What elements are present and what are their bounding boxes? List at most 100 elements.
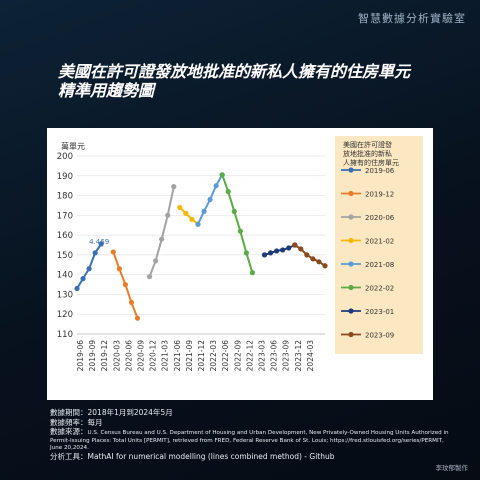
series-line-2020-06 — [148, 186, 175, 277]
y-tick-label: 200 — [57, 152, 73, 162]
x-tick-label: 2023-06 — [270, 340, 279, 372]
x-tick-labels: 2019-06 2019-09 2019-12 2020-03 2020-06 2020-… — [76, 340, 315, 372]
data-point — [213, 183, 219, 189]
y-tick-label: 190 — [57, 172, 73, 182]
y-tick-label: 150 — [57, 251, 73, 261]
series-points — [74, 172, 328, 321]
y-tick-label: 110 — [57, 330, 73, 340]
line-chart: 萬單元 110 120 130 140 150 160 170 180 190 200 2019-… — [36, 122, 423, 372]
y-tick-label: 130 — [57, 290, 73, 300]
x-tick-label: 2022-06 — [221, 340, 230, 372]
data-point — [171, 184, 177, 190]
data-point — [207, 196, 213, 203]
x-tick-label: 2019-06 — [76, 340, 85, 372]
note-tool: 分析工具：MathAI for numerical modelling (lin… — [50, 452, 335, 462]
data-point — [280, 247, 286, 253]
legend-swatch-point — [348, 284, 354, 291]
x-tick-label: 2019-09 — [88, 340, 97, 372]
data-point — [261, 252, 268, 258]
x-tick-label: 2019-12 — [100, 340, 109, 372]
data-point — [189, 216, 195, 222]
legend-swatch-point — [348, 261, 354, 267]
x-tick-label: 2021-09 — [185, 340, 194, 372]
data-point — [110, 249, 116, 255]
data-point — [304, 252, 310, 258]
data-point — [153, 258, 159, 264]
data-point — [177, 204, 183, 211]
legend-entry: 2021-08 — [365, 261, 394, 269]
data-point — [219, 172, 225, 178]
x-tick-label: 2020-06 — [124, 340, 133, 372]
x-tick-label: 2024-03 — [306, 340, 315, 372]
legend-swatch-point — [348, 331, 354, 338]
data-point — [159, 236, 165, 242]
data-point — [80, 276, 86, 282]
data-point — [92, 250, 98, 256]
slide-title-line1: 美國在許可證發放地批准的新私人擁有的住房單元 — [58, 62, 411, 81]
legend-entry: 2023-01 — [365, 308, 394, 316]
slide-title: 美國在許可證發放地批准的新私人擁有的住房單元 精準用趨勢圖 — [58, 62, 458, 100]
x-tick-label: 2021-03 — [161, 340, 170, 372]
x-tick-label: 2020-12 — [149, 340, 158, 372]
note-source-label: 數據來源： — [50, 427, 88, 437]
data-point — [183, 210, 189, 216]
legend-title: 美國在許可證發 — [343, 140, 392, 149]
data-point — [237, 228, 243, 234]
y-axis-label: 萬單元 — [61, 141, 85, 151]
data-point — [243, 250, 249, 256]
legend-swatch-point — [348, 308, 354, 314]
legend-entry: 2020-06 — [365, 214, 395, 222]
legend-entry: 2023-09 — [365, 332, 394, 340]
data-point — [298, 246, 304, 252]
data-point — [195, 221, 201, 227]
x-tick-label: 2022-09 — [233, 340, 242, 372]
data-point — [165, 212, 171, 218]
data-point — [274, 248, 280, 254]
data-point — [122, 281, 128, 288]
data-point — [201, 208, 207, 214]
y-tick-labels: 110 120 130 140 150 160 170 180 190 200 — [57, 152, 73, 340]
note-source-text: U.S. Census Bureau and U.S. Department o… — [50, 430, 449, 451]
chart-card: 萬單元 110 120 130 140 150 160 170 180 190 200 2019-… — [36, 122, 433, 400]
note-period: 數據期間：2018年1月到2024年5月 — [50, 408, 173, 417]
x-tick-label: 2022-12 — [245, 340, 254, 372]
legend-entry: 2021-02 — [365, 238, 394, 246]
legend-background — [335, 136, 423, 354]
data-point — [116, 266, 122, 272]
data-point — [134, 315, 141, 321]
data-point — [286, 245, 292, 251]
legend-entry: 2019-06 — [365, 167, 395, 175]
data-point — [74, 285, 80, 292]
data-point — [267, 250, 274, 256]
x-tick-label: 2023-12 — [294, 340, 303, 372]
chart-gridlines — [77, 155, 325, 335]
data-point — [146, 274, 153, 280]
data-point — [86, 266, 92, 272]
credit-label: 李玟郁製作 — [435, 464, 469, 472]
data-point — [128, 299, 135, 305]
data-point — [225, 189, 231, 195]
note-frequency: 數據頻率：每月 — [50, 418, 103, 428]
series-line-2022-02 — [221, 174, 254, 273]
data-point — [316, 259, 322, 265]
data-point — [98, 241, 104, 247]
legend-entry: 2019-12 — [365, 191, 394, 199]
y-tick-label: 160 — [57, 231, 73, 241]
x-tick-label: 2020-03 — [112, 340, 121, 372]
x-tick-label: 2021-06 — [173, 340, 182, 372]
legend-title: 人擁有的住房單元 — [343, 158, 399, 167]
data-label: 4.469 — [89, 238, 109, 246]
y-tick-label: 140 — [57, 271, 73, 281]
legend-swatch-point — [348, 167, 354, 173]
x-tick-label: 2020-09 — [137, 340, 146, 372]
note-source: 數據來源：U.S. Census Bureau and U.S. Departm… — [50, 428, 450, 452]
y-tick-label: 170 — [57, 211, 73, 221]
legend-swatch-point — [348, 214, 354, 220]
data-point — [322, 263, 328, 269]
data-label: -1.352 — [47, 128, 58, 130]
x-tick-label: 2023-09 — [282, 340, 291, 372]
y-tick-label: 120 — [57, 310, 73, 320]
notes-block: 數據期間：2018年1月到2024年5月 數據頻率：每月 數據來源：U.S. C… — [50, 408, 450, 462]
data-point — [292, 242, 298, 248]
